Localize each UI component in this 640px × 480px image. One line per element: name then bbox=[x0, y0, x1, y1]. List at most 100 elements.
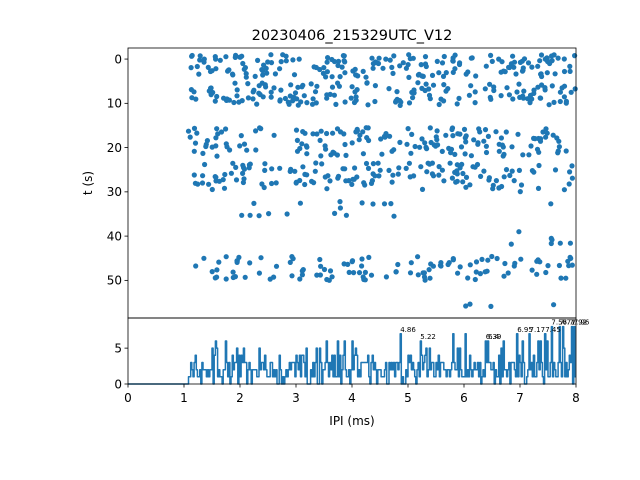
scatter-axes: 0 10 20 30 40 50 t (s) bbox=[81, 47, 578, 319]
scatter-point bbox=[202, 161, 208, 168]
scatter-point bbox=[223, 141, 229, 147]
scatter-point bbox=[334, 152, 340, 158]
scatter-point bbox=[467, 301, 473, 307]
scatter-point bbox=[263, 65, 269, 71]
scatter-point bbox=[482, 127, 489, 133]
scatter-point bbox=[557, 98, 563, 105]
scatter-point bbox=[463, 184, 469, 190]
scatter-point bbox=[424, 146, 430, 152]
scatter-point bbox=[491, 87, 497, 94]
scatter-point bbox=[537, 95, 543, 101]
scatter-point bbox=[380, 65, 386, 71]
scatter-point bbox=[229, 71, 236, 77]
scatter-point bbox=[457, 264, 463, 270]
scatter-point bbox=[563, 98, 570, 104]
scatter-point bbox=[536, 149, 542, 155]
scatter-point bbox=[189, 95, 195, 101]
scatter-point bbox=[506, 64, 513, 71]
scatter-point bbox=[446, 145, 452, 151]
scatter-point bbox=[266, 211, 272, 217]
scatter-point bbox=[525, 96, 531, 102]
scatter-point bbox=[496, 185, 502, 191]
histogram-x-tick-label: 2 bbox=[236, 391, 244, 405]
scatter-point bbox=[472, 89, 478, 95]
scatter-point bbox=[397, 63, 403, 69]
scatter-point bbox=[561, 187, 568, 193]
scatter-point bbox=[356, 270, 363, 276]
peak-label: 7.56 bbox=[551, 319, 567, 327]
scatter-point bbox=[387, 57, 393, 63]
scatter-point bbox=[334, 126, 341, 132]
scatter-point bbox=[387, 133, 393, 139]
scatter-point bbox=[406, 52, 412, 58]
histogram-line bbox=[128, 325, 576, 385]
scatter-point bbox=[317, 137, 323, 143]
scatter-point bbox=[376, 173, 382, 179]
scatter-point bbox=[213, 174, 219, 180]
scatter-point bbox=[488, 96, 494, 102]
scatter-point bbox=[372, 59, 379, 65]
scatter-point bbox=[394, 89, 400, 95]
scatter-point bbox=[201, 56, 207, 62]
scatter-point bbox=[206, 181, 212, 187]
scatter-point bbox=[557, 240, 563, 246]
scatter-point bbox=[324, 130, 330, 137]
histogram-x-tick-label: 1 bbox=[180, 391, 188, 405]
scatter-y-ticks: 0 10 20 30 40 50 bbox=[107, 52, 128, 288]
scatter-point bbox=[213, 56, 219, 62]
scatter-point bbox=[369, 55, 375, 61]
scatter-point bbox=[501, 68, 507, 74]
scatter-point bbox=[217, 57, 223, 63]
scatter-point bbox=[436, 164, 442, 170]
scatter-point bbox=[196, 71, 202, 77]
scatter-point bbox=[262, 167, 268, 173]
scatter-point bbox=[321, 65, 327, 71]
scatter-point bbox=[297, 145, 303, 152]
scatter-point bbox=[364, 80, 370, 86]
scatter-point bbox=[519, 68, 526, 74]
scatter-point bbox=[252, 73, 258, 79]
scatter-point bbox=[214, 153, 220, 159]
scatter-point bbox=[375, 160, 381, 166]
scatter-point bbox=[277, 97, 283, 103]
scatter-point bbox=[535, 63, 541, 69]
scatter-point bbox=[354, 174, 360, 180]
scatter-point bbox=[538, 136, 544, 142]
scatter-point bbox=[230, 160, 236, 166]
scatter-point bbox=[368, 272, 375, 278]
scatter-point bbox=[359, 256, 365, 262]
scatter-point bbox=[502, 260, 508, 267]
scatter-point bbox=[458, 144, 465, 150]
scatter-point bbox=[302, 181, 308, 188]
scatter-point bbox=[459, 161, 465, 167]
scatter-point bbox=[351, 270, 357, 276]
histogram-x-tick-label: 0 bbox=[124, 391, 132, 405]
scatter-point bbox=[449, 126, 455, 133]
scatter-point bbox=[422, 54, 429, 60]
scatter-point bbox=[513, 71, 519, 77]
peak-label: 6.39 bbox=[486, 333, 502, 341]
scatter-point bbox=[329, 74, 335, 80]
scatter-point bbox=[501, 273, 507, 279]
scatter-point bbox=[369, 178, 375, 184]
scatter-point bbox=[289, 273, 295, 279]
scatter-point bbox=[199, 180, 206, 186]
scatter-point bbox=[237, 54, 243, 60]
scatter-point bbox=[294, 137, 300, 143]
peak-label: 7.45 bbox=[545, 326, 561, 334]
scatter-point bbox=[478, 173, 484, 179]
scatter-point bbox=[496, 148, 502, 154]
scatter-y-tick-label: 0 bbox=[114, 52, 122, 66]
scatter-point bbox=[271, 132, 277, 138]
scatter-point bbox=[269, 180, 275, 187]
scatter-point bbox=[529, 168, 536, 174]
scatter-point bbox=[191, 148, 197, 154]
scatter-point bbox=[188, 65, 194, 71]
scatter-point bbox=[563, 275, 569, 281]
scatter-point bbox=[214, 267, 220, 273]
scatter-point bbox=[236, 99, 242, 105]
scatter-point bbox=[490, 182, 496, 188]
scatter-point bbox=[428, 139, 434, 146]
scatter-point bbox=[363, 160, 370, 167]
scatter-point bbox=[503, 129, 509, 135]
